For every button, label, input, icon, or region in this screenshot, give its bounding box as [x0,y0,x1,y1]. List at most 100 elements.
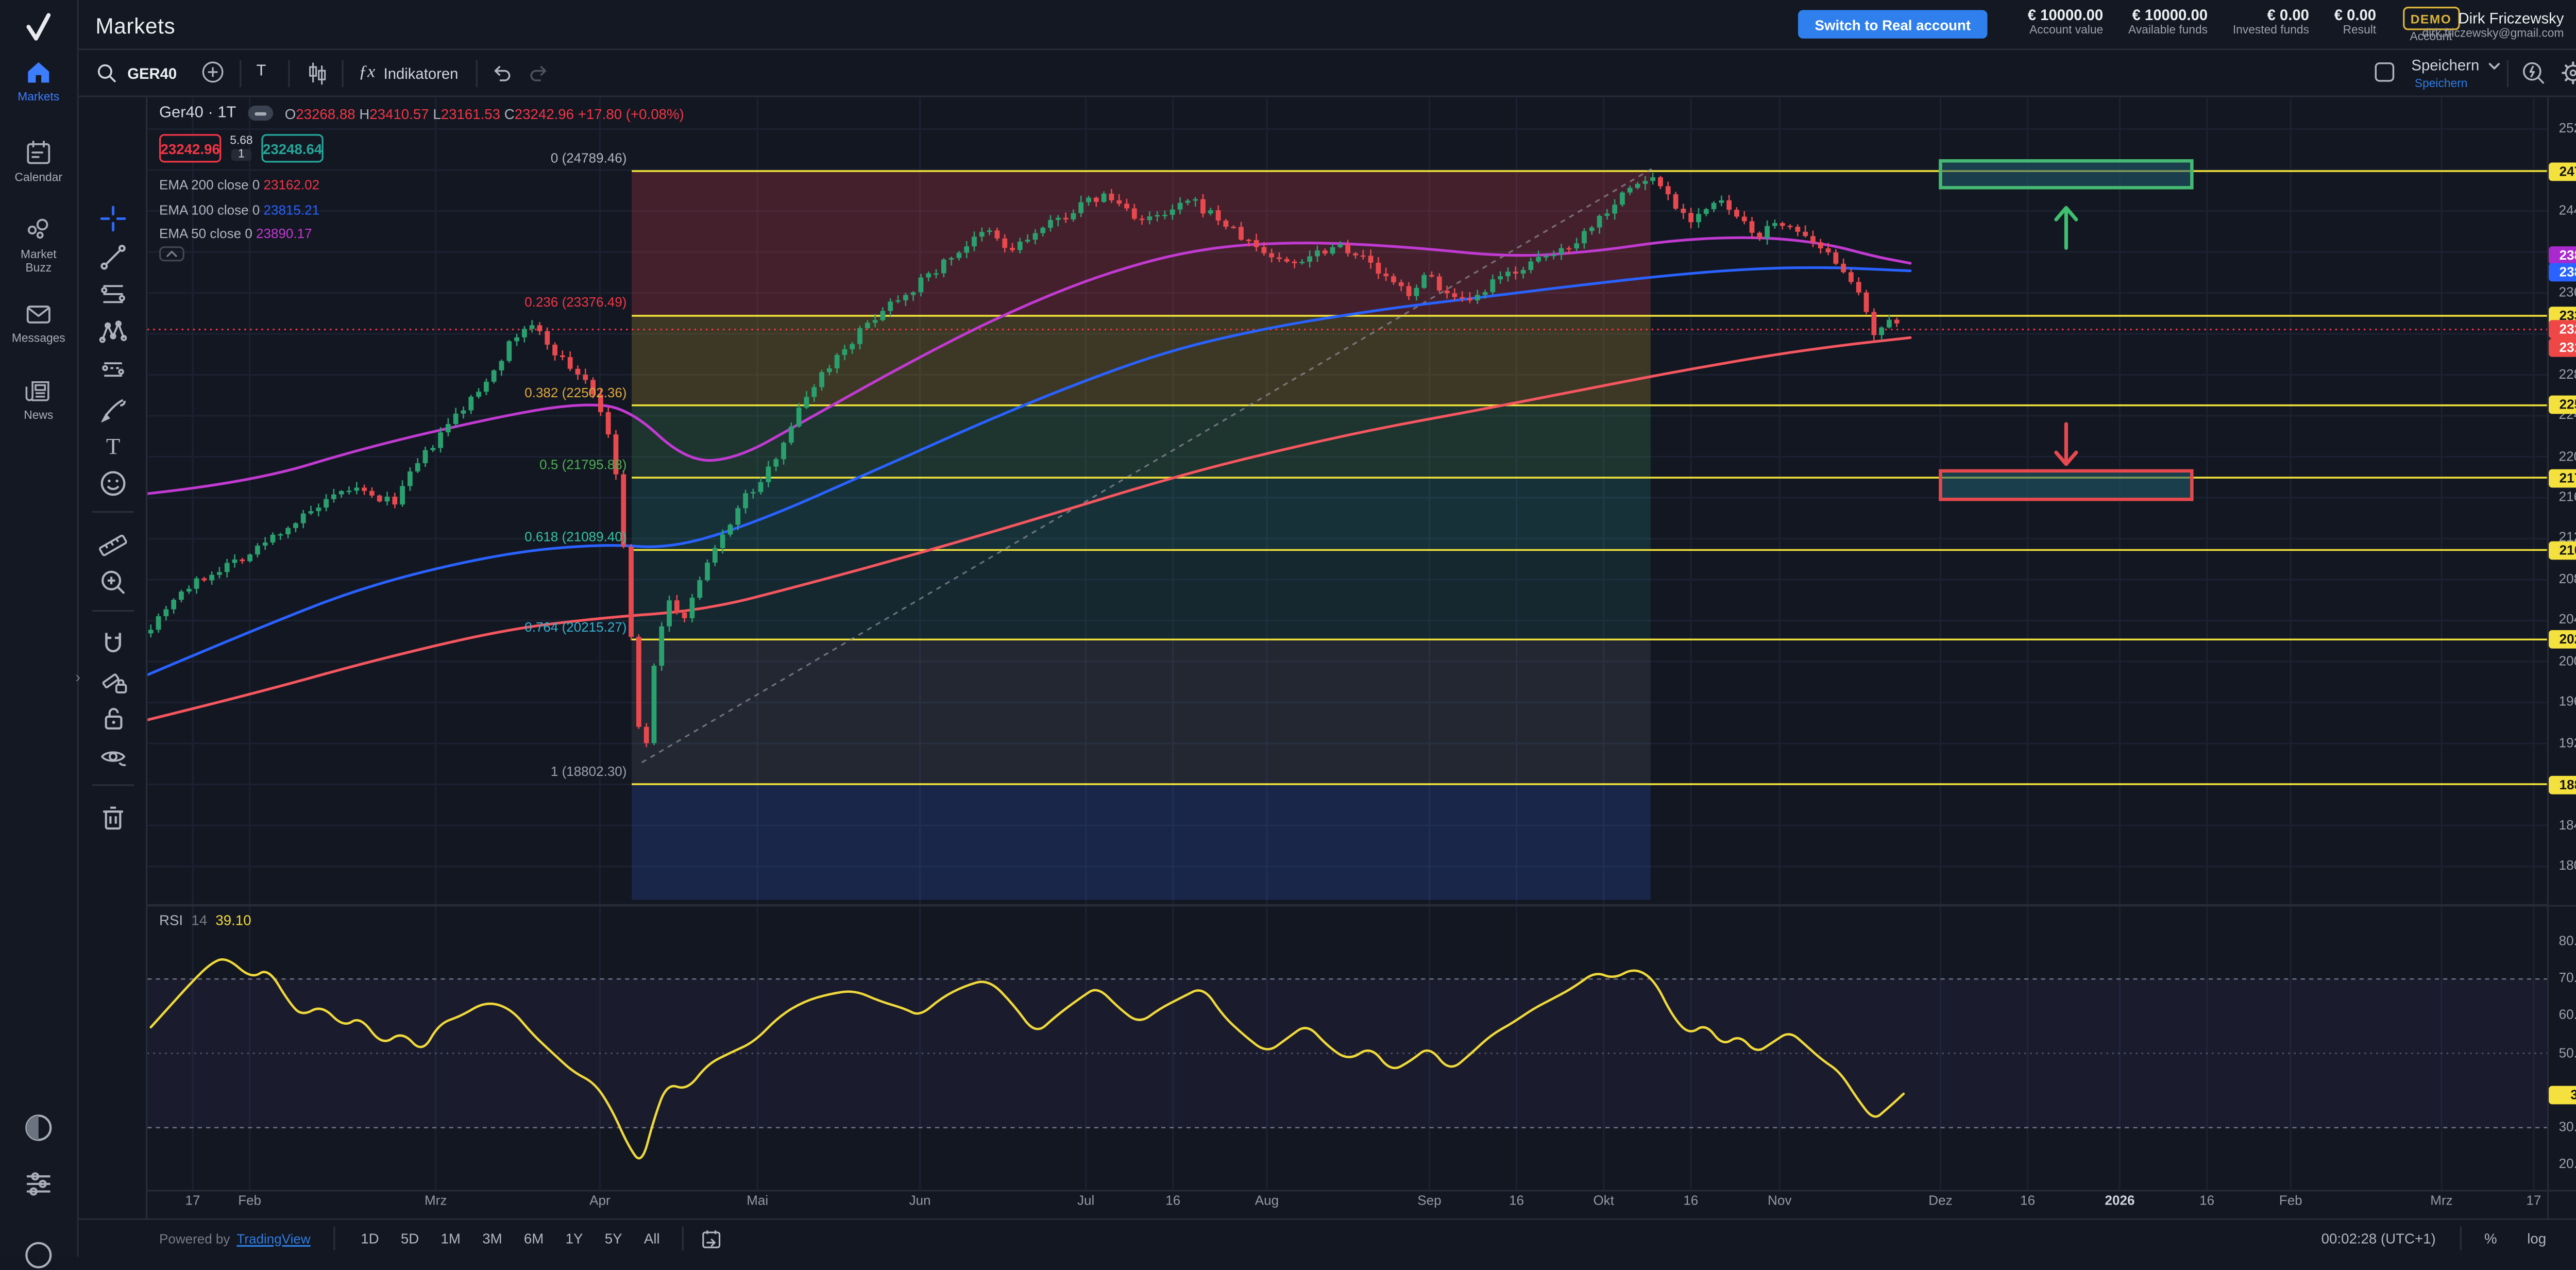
tool-fib-retracement[interactable] [99,280,127,308]
sidebar-item-label: Market Buzz [20,249,57,275]
drawing-toolbar-divider [92,609,134,612]
save-button[interactable]: Speichern [2411,57,2501,74]
rsi-period: 14 [191,911,208,928]
tool-hide-all[interactable] [99,741,127,770]
fib-level-label: 0.236 (23376.49) [524,295,627,311]
price-badge: 24789.46 [2549,161,2576,180]
fib-retracement-zone[interactable] [632,166,2547,900]
sidebar-item-markets[interactable]: Markets [0,57,77,106]
legend-hide-pill[interactable] [248,105,273,121]
app-logo[interactable] [22,10,55,44]
tool-brush[interactable] [99,393,127,422]
quick-search-button[interactable] [2520,60,2546,86]
user-info[interactable]: Dirk Friczewsky dirk.friczewsky@gmail.co… [2422,10,2564,41]
demo-badge-label: Account [2410,31,2452,44]
tool-trash[interactable] [99,803,127,831]
tool-crosshair[interactable] [99,205,127,233]
symbol-search[interactable]: GER40 [95,50,177,96]
annotation-zones[interactable] [1939,159,2194,501]
tool-text[interactable]: T [99,431,127,459]
contrast-button[interactable] [24,1113,54,1143]
price-tick-label: 25200.00 [2558,121,2576,136]
redo-button[interactable] [528,62,550,83]
time-axis-label: Dez [1928,1193,1953,1209]
ema-value: 23162.02 [263,177,320,193]
svg-text:T: T [106,433,120,459]
quantity-value[interactable]: 1 [231,149,251,161]
candlestick-icon [309,62,326,85]
ema-legend-row[interactable]: EMA 100 close 0 23815.21 [159,202,319,217]
range-all[interactable]: All [639,1227,665,1250]
sidebar-item-market-buzz[interactable]: Market Buzz [0,214,77,276]
settings-button[interactable] [2561,60,2576,86]
chart-style-button[interactable] [305,60,329,86]
range-1d[interactable]: 1D [355,1227,384,1250]
ema-legend-row[interactable]: EMA 200 close 0 23162.02 [159,178,319,193]
auto-scale-toggle[interactable]: auto [2566,1228,2576,1248]
demo-badge: DEMO [2402,7,2460,30]
sell-button[interactable]: 23242.96 [159,134,222,163]
legend-ohlc: O23268.88 H23410.57 L23161.53 C23242.96 … [284,105,684,122]
ema-legend-row[interactable]: EMA 50 close 0 23890.17 [159,226,312,241]
switch-to-real-button[interactable]: Switch to Real account [1798,10,1988,39]
sliders-button[interactable] [24,1168,54,1198]
range-5d[interactable]: 5D [396,1227,424,1250]
range-1y[interactable]: 1Y [561,1227,588,1250]
range-1m[interactable]: 1M [436,1227,466,1250]
tool-lock-all[interactable] [99,704,127,732]
fib-level-label: 0.382 (22502.36) [524,385,627,400]
price-badge: 23162.02 [2549,338,2576,358]
compare-add-button[interactable] [201,60,225,84]
fullscreen-button[interactable] [2373,60,2397,84]
tool-trend-line[interactable] [99,242,127,270]
clock[interactable]: 00:02:28 (UTC+1) [2311,1228,2446,1248]
sidebar-item-calendar[interactable]: Calendar [0,138,77,186]
ema-line [147,236,1912,495]
fib-level-label: 0.764 (20215.27) [524,619,627,635]
range-3m[interactable]: 3M [477,1227,507,1250]
rsi-legend[interactable]: RSI 14 39.10 [159,911,251,928]
save-tooltip: Speichern [2414,78,2468,91]
go-to-date-button[interactable] [700,1227,722,1249]
percent-scale-toggle[interactable]: % [2475,1228,2507,1248]
time-axis-label: Feb [2279,1193,2302,1209]
buy-button[interactable]: 23248.64 [261,134,324,163]
rsi-label: RSI [159,911,183,928]
tool-drawing-lock[interactable] [99,666,127,695]
tool-ruler[interactable] [99,530,127,558]
bottombar-divider [334,1226,336,1250]
sidebar-item-news[interactable]: News [0,376,77,424]
sidebar-item-messages[interactable]: Messages [0,298,77,347]
interval-button[interactable]: T [256,62,266,81]
price-chart[interactable] [147,97,2547,1190]
log-scale-toggle[interactable]: log [2517,1228,2556,1248]
range-5y[interactable]: 5Y [600,1227,627,1250]
long-short-position-icon [102,362,124,377]
help-button[interactable] [24,1240,54,1270]
range-6m[interactable]: 6M [519,1227,549,1250]
undo-button[interactable] [491,62,513,83]
legend-symbol[interactable]: Ger40 · 1T [159,104,236,123]
sliders-icon [27,1172,50,1196]
indicators-button[interactable]: ƒx Indikatoren [359,50,458,96]
legend-collapse-button[interactable] [159,246,184,262]
toolbar-collapse-chevron-icon[interactable]: › [75,668,81,686]
tool-zoom-in[interactable] [99,567,127,596]
xabcd-pattern-icon [99,319,127,342]
tool-long-short-position[interactable] [99,355,127,384]
pane-separator[interactable] [147,905,2576,907]
tool-emoji[interactable] [99,468,127,497]
stat-label: Available funds [2128,25,2208,37]
tool-magnet[interactable] [99,629,127,657]
lightning-search-icon [2523,62,2545,84]
time-axis-label: 17 [185,1193,200,1209]
tradingview-link[interactable]: TradingView [236,1230,311,1246]
trash-icon [103,806,123,830]
tool-xabcd-pattern[interactable] [99,317,127,346]
bottombar-divider [2459,1226,2461,1250]
user-name: Dirk Friczewsky [2458,10,2564,27]
price-tick-label: 22800.00 [2558,366,2576,382]
price-axis[interactable]: 25200.0024400.0023600.0022800.0022400.00… [2547,97,2576,1218]
toolbar-divider [288,60,290,88]
